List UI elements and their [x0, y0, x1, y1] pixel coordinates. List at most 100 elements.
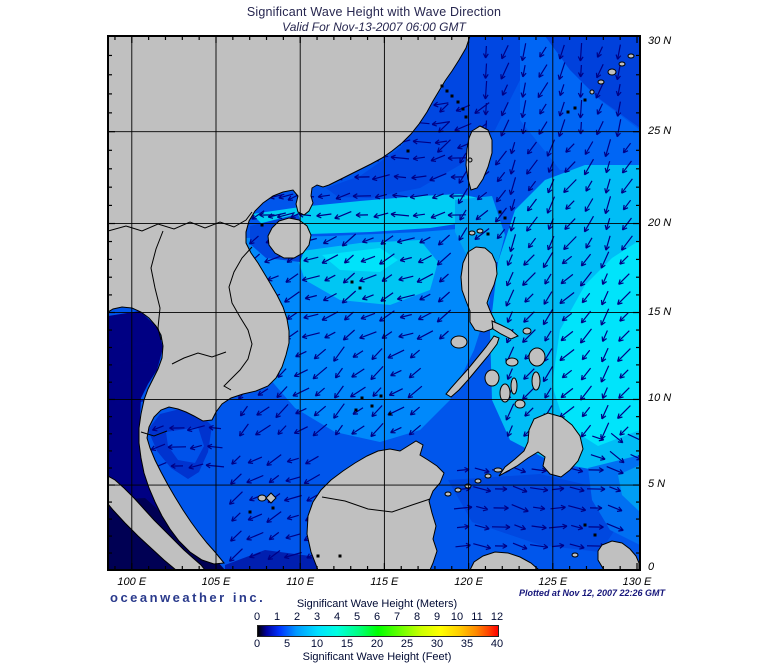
islet-dot	[370, 404, 374, 408]
wave-arrow	[361, 294, 374, 301]
islet-dot	[350, 280, 354, 284]
wave-arrow	[601, 387, 608, 399]
wave-arrow	[373, 212, 389, 219]
wave-arrow	[379, 253, 395, 265]
wave-arrow	[544, 330, 552, 342]
country-border	[223, 246, 253, 391]
legend-meters-label: Significant Wave Height (Meters)	[296, 598, 458, 610]
lon-label: 110 E	[286, 576, 315, 588]
wave-arrow	[312, 423, 328, 437]
wave-arrow	[306, 494, 318, 502]
wave-arrow	[249, 552, 261, 559]
wave-arrow	[596, 46, 604, 58]
wave-arrow	[359, 331, 377, 340]
wave-arrow	[494, 207, 507, 223]
wave-arrow	[482, 63, 489, 79]
wave-arrow	[301, 332, 320, 340]
wave-height-patch	[252, 194, 488, 234]
wave-arrow	[246, 474, 264, 484]
wave-arrow	[585, 180, 593, 192]
wave-arrow	[352, 350, 364, 358]
wave-arrow	[430, 154, 446, 162]
wave-arrow	[526, 198, 537, 212]
wave-arrow	[408, 367, 422, 379]
wave-arrow	[622, 142, 632, 154]
wave-arrow	[506, 311, 513, 323]
wave-arrow	[619, 369, 629, 379]
wave-arrow	[595, 63, 604, 79]
wave-arrow	[371, 348, 383, 361]
wave-arrow	[416, 273, 434, 283]
islet-dot	[360, 396, 364, 400]
scale-tick: 35	[460, 638, 474, 650]
wave-arrow	[399, 256, 412, 263]
wave-arrow	[523, 368, 535, 380]
wave-arrow	[531, 467, 547, 474]
wave-arrow	[189, 444, 202, 451]
islet-dot	[406, 149, 410, 153]
wave-arrow	[342, 329, 355, 341]
land-mainland-asia	[108, 36, 471, 565]
islet-dot	[316, 554, 320, 558]
scale-tick: 30	[430, 638, 444, 650]
wave-arrow	[618, 387, 630, 399]
wave-arrow	[506, 254, 513, 266]
wave-arrow	[618, 330, 630, 342]
wave-arrow	[590, 454, 606, 461]
wave-arrow	[392, 192, 408, 199]
wave-arrow	[604, 235, 611, 251]
wave-arrow	[293, 426, 308, 435]
islet-dot	[461, 107, 465, 111]
wave-arrow	[584, 198, 594, 213]
wave-arrow	[396, 294, 415, 302]
wave-height-patch	[540, 36, 640, 128]
wave-arrow	[619, 312, 629, 322]
scale-tick: 10	[450, 611, 464, 623]
wave-arrow	[580, 424, 592, 438]
wave-height-patch	[520, 36, 640, 170]
wave-arrow	[509, 216, 516, 232]
wave-arrow	[341, 290, 357, 304]
island	[476, 228, 484, 234]
wave-arrow	[239, 423, 249, 437]
wave-arrow	[322, 292, 337, 302]
island	[522, 327, 532, 335]
wave-arrow	[520, 100, 527, 119]
wave-arrow	[208, 424, 222, 431]
wave-arrow	[539, 103, 547, 115]
feet-scale: 0 5 10 15 20 25 30 35 40	[253, 638, 503, 650]
wave-arrow	[283, 494, 302, 503]
wave-arrow	[246, 531, 264, 541]
wave-arrow	[604, 218, 611, 231]
wave-arrow	[622, 199, 632, 211]
wave-arrow	[600, 290, 609, 306]
island	[474, 478, 482, 484]
wave-arrow	[600, 308, 610, 326]
oceanweather-logo: oceanweather inc.	[110, 590, 266, 605]
wave-arrow	[333, 346, 345, 362]
wave-arrow	[277, 425, 287, 435]
wave-arrow	[508, 234, 517, 253]
wave-arrow	[407, 385, 423, 399]
chart-title: Significant Wave Height with Wave Direct…	[246, 5, 502, 19]
wave-arrow	[607, 504, 623, 512]
wave-arrow	[303, 313, 319, 320]
scale-tick: 11	[471, 611, 483, 623]
wave-arrow	[412, 212, 425, 219]
map-layers	[108, 36, 640, 570]
wave-arrow	[151, 425, 164, 432]
wave-arrow	[303, 473, 321, 485]
wave-arrow	[131, 360, 151, 367]
wave-arrow	[301, 275, 320, 283]
wave-arrow	[398, 332, 414, 339]
wave-arrow	[390, 426, 402, 434]
wave-arrow	[565, 200, 575, 210]
wave-arrow	[380, 235, 394, 245]
islet-dot	[583, 98, 587, 102]
wave-arrow	[247, 456, 263, 464]
wave-arrow	[496, 171, 506, 183]
scale-tick: 0	[253, 638, 261, 650]
wave-arrow	[230, 473, 242, 485]
wave-arrow	[588, 467, 604, 473]
